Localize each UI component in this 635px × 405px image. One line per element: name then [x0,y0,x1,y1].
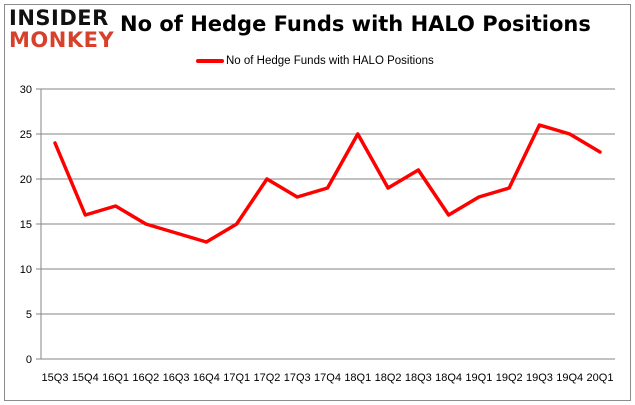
legend-swatch [196,59,224,63]
x-tick-label: 19Q1 [465,372,492,384]
chart-title: No of Hedge Funds with HALO Positions [120,12,591,36]
x-tick-label: 16Q2 [132,372,159,384]
data-point [174,231,178,235]
data-point [53,141,57,145]
insider-monkey-logo: INSIDER MONKEY [9,6,117,52]
y-tick-label: 20 [20,174,32,186]
data-point [386,186,390,190]
data-point [204,240,208,244]
legend-label: No of Hedge Funds with HALO Positions [226,55,434,67]
y-tick-label: 25 [20,129,32,141]
legend: No of Hedge Funds with HALO Positions [196,55,434,67]
data-point [447,213,451,217]
x-tick-label: 15Q4 [72,372,99,384]
x-tick-label: 16Q3 [163,372,190,384]
data-point [265,177,269,181]
x-tick-label: 17Q3 [284,372,311,384]
y-tick-label: 0 [26,354,32,366]
x-tick-label: 19Q4 [556,372,583,384]
data-point [295,195,299,199]
y-tick-label: 30 [20,84,32,96]
x-tick-label: 19Q2 [496,372,523,384]
y-tick-label: 5 [26,309,32,321]
data-point [144,222,148,226]
data-point [598,150,602,154]
data-point [83,213,87,217]
chart-frame [4,4,631,401]
data-point [326,186,329,190]
x-tick-label: 18Q1 [344,372,371,384]
data-point [356,132,360,136]
x-tick-label: 16Q4 [193,372,220,384]
data-point [114,204,118,208]
data-point [568,132,572,136]
logo-line2: MONKEY [9,28,115,52]
x-tick-label: 18Q3 [405,372,432,384]
x-tick-label: 19Q3 [526,372,553,384]
x-tick-label: 17Q2 [253,372,280,384]
data-point [537,123,541,127]
x-tick-label: 18Q4 [435,372,462,384]
x-tick-label: 15Q3 [42,372,69,384]
data-point [416,168,420,172]
y-tick-label: 10 [20,264,32,276]
data-point [235,222,239,226]
logo-line1: INSIDER [9,6,109,30]
x-tick-label: 17Q4 [314,372,341,384]
y-tick-label: 15 [20,219,32,231]
data-point [477,195,481,199]
x-tick-label: 17Q1 [223,372,250,384]
x-tick-label: 18Q2 [375,372,402,384]
x-tick-label: 20Q1 [587,372,614,384]
x-tick-label: 16Q1 [102,372,129,384]
data-point [507,186,511,190]
